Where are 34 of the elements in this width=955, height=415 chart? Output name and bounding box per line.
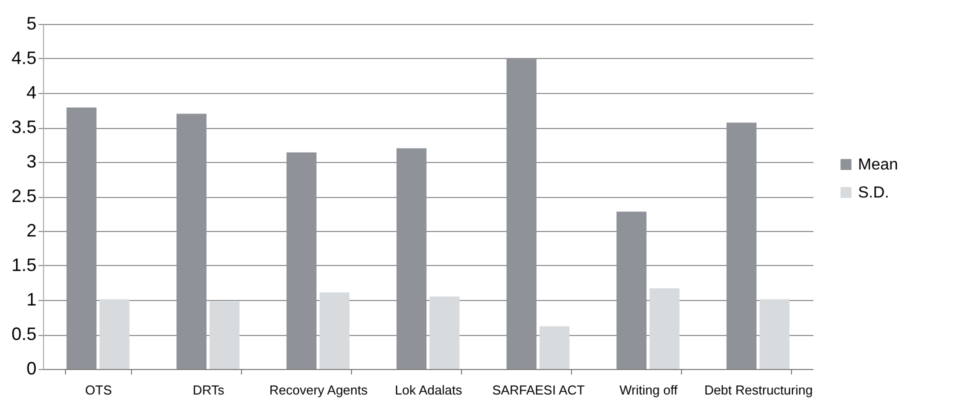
legend-label: Mean bbox=[858, 156, 898, 174]
bar bbox=[506, 58, 536, 369]
bar bbox=[760, 299, 790, 369]
bar bbox=[100, 299, 130, 369]
bar bbox=[616, 212, 646, 369]
bar bbox=[176, 114, 206, 369]
y-tick-label: 3 bbox=[26, 152, 36, 172]
bar bbox=[320, 292, 350, 369]
bar bbox=[430, 296, 460, 369]
x-tick-label: Lok Adalats bbox=[394, 382, 463, 398]
y-tick-label: 0.5 bbox=[11, 324, 36, 344]
bar bbox=[396, 148, 426, 369]
x-tick-label: OTS bbox=[85, 382, 112, 398]
y-tick-label: 0 bbox=[26, 358, 36, 378]
legend-label: S.D. bbox=[858, 184, 890, 202]
bar bbox=[286, 152, 316, 369]
y-tick-label: 4 bbox=[26, 82, 36, 102]
x-tick-label: Debt Restructuring bbox=[704, 382, 813, 398]
x-tick-label: SARFAESI ACT bbox=[492, 382, 585, 398]
y-tick-label: 1.5 bbox=[11, 255, 36, 275]
bar bbox=[540, 326, 570, 369]
x-tick-label: DRTs bbox=[192, 382, 225, 398]
x-tick-label: Writing off bbox=[619, 382, 678, 398]
x-tick-label: Recovery Agents bbox=[269, 382, 368, 398]
y-tick-label: 2.5 bbox=[11, 186, 36, 206]
y-tick-label: 4.5 bbox=[11, 48, 36, 68]
bar bbox=[650, 288, 680, 369]
y-tick-label: 5 bbox=[26, 14, 36, 34]
bar bbox=[726, 122, 756, 369]
bar bbox=[66, 107, 96, 369]
y-tick-label: 2 bbox=[26, 220, 36, 240]
bar bbox=[210, 301, 240, 369]
y-tick-label: 3.5 bbox=[11, 117, 36, 137]
y-tick-label: 1 bbox=[26, 290, 36, 310]
